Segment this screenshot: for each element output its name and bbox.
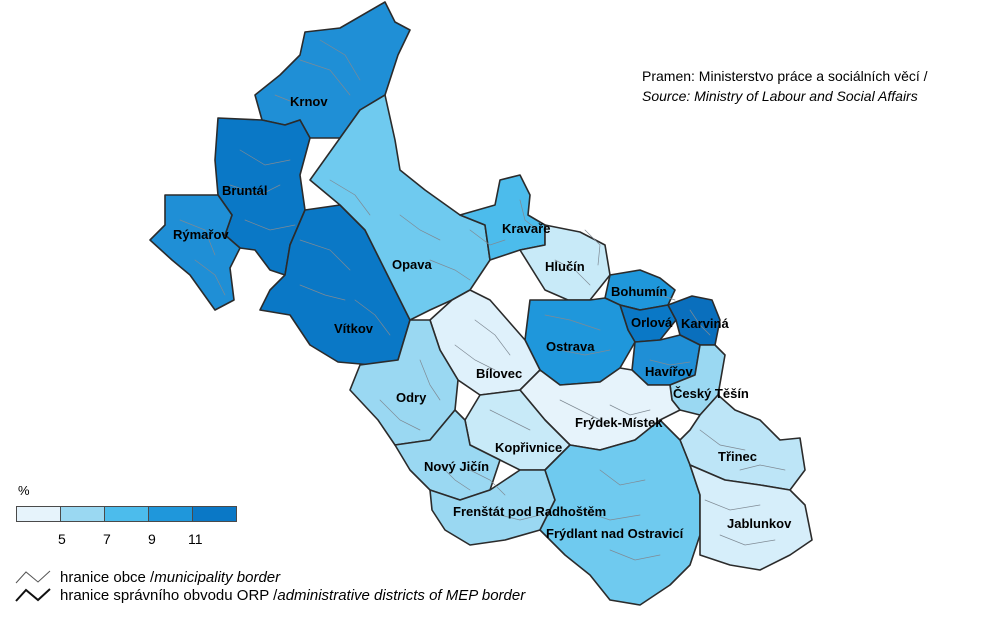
municipality-border-line <box>704 499 761 511</box>
legend-class-2 <box>60 506 105 522</box>
source-note: Pramen: Ministerstvo práce a sociálních … <box>642 66 928 106</box>
municipality-border-line <box>599 469 646 486</box>
district-label: Frýdlant nad Ostravicí <box>546 526 684 541</box>
municipality-border-line <box>354 299 391 336</box>
municipality-border-line <box>329 179 371 216</box>
municipality-border-line <box>469 229 506 246</box>
municipality-border-line <box>584 229 601 266</box>
municipality-border-line <box>319 39 361 81</box>
district-label: Karviná <box>681 316 729 331</box>
legend-class-3 <box>104 506 149 522</box>
municipality-border-line <box>274 94 321 106</box>
municipality-border-line <box>554 259 591 286</box>
municipality-border-line <box>609 549 661 561</box>
district-label: Bílovec <box>476 366 522 381</box>
municipality-border-line <box>559 349 611 356</box>
municipality-borders <box>179 39 786 561</box>
municipality-border-line <box>299 59 351 96</box>
municipality-border-line <box>244 219 296 231</box>
municipality-border-line <box>239 149 291 166</box>
legend-district-border: hranice správního obvodu ORP / administr… <box>14 586 525 604</box>
municipality-border-line <box>489 409 531 431</box>
district-label: Orlová <box>631 315 673 330</box>
municipality-border-line <box>469 469 506 496</box>
district-label: Frýdek-Místek <box>575 415 663 430</box>
legend-tick: 9 <box>148 531 156 547</box>
district-label: Jablunkov <box>727 516 792 531</box>
municipality-border-line <box>419 359 441 401</box>
district-label: Kravaře <box>502 221 550 236</box>
municipality-border-line <box>689 309 711 336</box>
municipality-border-line <box>639 289 676 301</box>
legend-municipality-border: hranice obce / municipality border <box>14 568 280 586</box>
municipality-border-line <box>579 509 641 521</box>
district-label: Český Těšín <box>673 386 749 401</box>
municipality-border-line <box>499 514 541 521</box>
source-cz: Pramen: Ministerstvo práce a sociálních … <box>642 68 928 84</box>
district-label: Kopřivnice <box>495 440 562 455</box>
municipality-border-line <box>519 199 541 233</box>
municipality-border-line <box>179 219 216 256</box>
municipality-border-line <box>429 259 471 281</box>
district-label: Rýmařov <box>173 227 229 242</box>
municipality-border-line <box>194 259 226 296</box>
district-area <box>459 174 546 261</box>
district-label: Frenštát pod Radhoštěm <box>453 504 606 519</box>
district-area <box>149 194 241 311</box>
legend-district-en: administrative districts of MEP border <box>277 586 526 604</box>
municipality-border-line <box>649 359 691 366</box>
legend-color-scale <box>16 506 237 522</box>
municipality-border-line <box>544 314 601 331</box>
municipality-border-line <box>559 399 601 421</box>
legend-class-4 <box>148 506 193 522</box>
district-label: Havířov <box>645 364 693 379</box>
district-label: Odry <box>396 390 427 405</box>
source-en: Source: Ministry of Labour and Social Af… <box>642 88 918 104</box>
legend-tick: 11 <box>188 531 203 547</box>
district-label: Bohumín <box>611 284 667 299</box>
thin-border-line-icon <box>15 570 51 584</box>
municipality-border-line <box>609 404 651 416</box>
legend-district-cz: hranice správního obvodu ORP / <box>60 586 278 604</box>
district-label: Hlučín <box>545 259 585 274</box>
legend-unit: % <box>18 483 30 498</box>
municipality-border-line <box>379 399 421 431</box>
legend-tick: 7 <box>103 531 111 547</box>
district-label: Ostrava <box>546 339 595 354</box>
municipality-border-line <box>399 214 441 241</box>
district-label: Krnov <box>290 94 328 109</box>
municipality-border-line <box>299 284 346 301</box>
legend-class-1 <box>16 506 61 522</box>
district-area <box>689 464 813 571</box>
district-area <box>539 419 701 606</box>
legend-class-5 <box>192 506 237 522</box>
legend-municipality-en: municipality border <box>154 568 281 586</box>
district-areas <box>149 1 813 606</box>
municipality-border-line <box>439 464 471 491</box>
municipality-border-line <box>229 184 281 196</box>
municipality-border-line <box>739 464 786 471</box>
municipality-border-line <box>474 319 511 356</box>
district-label: Třinec <box>718 449 757 464</box>
municipality-border-line <box>454 344 496 371</box>
district-label: Bruntál <box>222 183 268 198</box>
thick-border-line-icon <box>15 588 51 602</box>
municipality-border-line <box>699 429 746 451</box>
district-area <box>394 409 501 501</box>
legend-municipality-cz: hranice obce / <box>60 568 155 586</box>
municipality-border-line <box>299 239 351 271</box>
legend-tick: 5 <box>58 531 66 547</box>
district-labels: Krnov Bruntál Rýmařov Vítkov Opava Kravaře Hlu… <box>173 94 792 541</box>
district-label: Vítkov <box>334 321 374 336</box>
municipality-border-line <box>719 534 776 546</box>
district-label: Opava <box>392 257 433 272</box>
district-label: Nový Jičín <box>424 459 489 474</box>
